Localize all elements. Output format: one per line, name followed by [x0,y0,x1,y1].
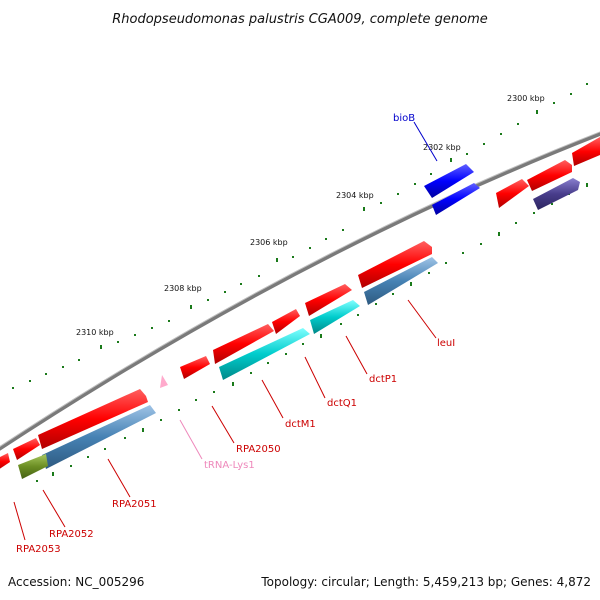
genome-backbone-highlight [0,131,600,448]
forward-strand-track [0,137,600,470]
gene-tRNA-Lys1[interactable] [160,375,168,388]
gene-label-dctM1[interactable]: dctM1 [285,419,316,430]
gene-label-bioB[interactable]: bioB [393,113,415,124]
scale-label-2300: 2300 kbp [507,94,545,103]
genome-title: Rhodopseudomonas palustris CGA009, compl… [112,12,488,27]
gene-bar-RPA2051[interactable] [42,405,156,469]
outer-scale-ticks [12,83,588,389]
gene-bar-bioB[interactable] [432,183,480,215]
gene-arrow-RPA2052[interactable] [13,438,40,460]
scale-label-2308: 2308 kbp [164,284,202,293]
gene-arrow-dctM1[interactable] [213,324,274,364]
gene-arrow-RPA2050[interactable] [180,356,210,379]
accession-text: Accession: NC_005296 [8,575,144,589]
gene-label-dctQ1[interactable]: dctQ1 [327,398,357,409]
gene-label-tRNA-Lys1[interactable]: tRNA-Lys1 [204,460,255,471]
gene-arrow-dctQ1[interactable] [272,309,300,334]
leader-RPA2053 [13,501,26,541]
gene-arrow-bioB[interactable] [424,164,474,198]
gene-label-RPA2050[interactable]: RPA2050 [236,444,281,455]
gene-label-leuI[interactable]: leuI [437,338,455,349]
genome-summary-text: Topology: circular; Length: 5,459,213 bp… [260,575,591,589]
gene-arrow[interactable] [572,137,600,166]
gene-label-RPA2052[interactable]: RPA2052 [49,529,94,540]
gene-bar-dctM1[interactable] [219,328,310,380]
reverse-strand-track [18,178,580,479]
scale-label-2302: 2302 kbp [423,143,461,152]
inner-scale-ticks [36,183,588,482]
genome-backbone [0,131,600,451]
gene-arrow-RPA2053[interactable] [0,453,10,470]
leader-RPA2050 [211,405,235,444]
leader-dctP1 [345,335,368,375]
leader-dctQ1 [304,356,326,399]
label-leaders [13,121,438,541]
gene-bar-dctP1[interactable] [310,300,360,334]
scale-label-2310: 2310 kbp [76,328,114,337]
gene-label-dctP1[interactable]: dctP1 [369,374,397,385]
leader-tRNA-Lys1 [179,419,203,460]
gene-arrow[interactable] [527,160,572,191]
gene-label-RPA2051[interactable]: RPA2051 [112,499,157,510]
leader-RPA2052 [42,489,66,528]
gene-bar-RPA2052[interactable] [18,454,48,479]
gene-bar[interactable] [533,178,580,210]
scale-label-2306: 2306 kbp [250,238,288,247]
gene-arrow[interactable] [496,179,529,208]
scale-label-2304: 2304 kbp [336,191,374,200]
leader-RPA2051 [107,458,131,498]
leader-leuI [407,299,437,339]
leader-dctM1 [261,379,284,419]
gene-arrow-RPA2051[interactable] [38,389,148,449]
gene-arrow-dctP1[interactable] [305,284,352,316]
gene-bar-leuI[interactable] [364,257,438,305]
gene-label-RPA2053[interactable]: RPA2053 [16,544,61,555]
leader-bioB [413,121,438,162]
gene-arrow-leuI[interactable] [358,241,432,288]
